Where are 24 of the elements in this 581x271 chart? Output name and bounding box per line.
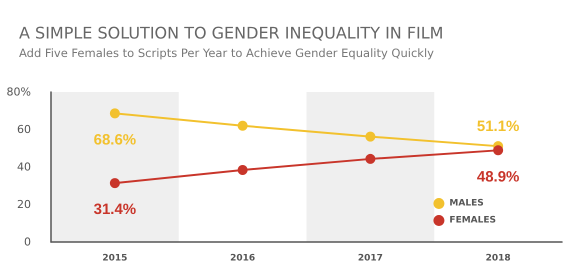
- x-tick-label: 2016: [230, 254, 256, 264]
- data-label: 68.6%: [94, 131, 136, 148]
- point: [365, 132, 376, 142]
- chart-title: A SIMPLE SOLUTION TO GENDER INEQUALITY IN FILM: [19, 24, 444, 42]
- chart-subtitle: Add Five Females to Scripts Per Year to Achieve Gender Equality Quickly: [19, 46, 434, 60]
- point: [493, 145, 504, 156]
- point: [365, 154, 376, 164]
- y-tick-label: 0: [24, 236, 31, 248]
- data-label: 31.4%: [94, 201, 136, 218]
- point: [110, 108, 120, 118]
- data-label: 51.1%: [476, 118, 520, 136]
- legend-label: MALES: [449, 198, 484, 208]
- y-tick-label: 20: [17, 198, 31, 211]
- y-tick-label: 60: [17, 123, 31, 136]
- point: [238, 165, 248, 175]
- y-tick-label: 80%: [6, 86, 31, 98]
- data-label: 48.9%: [476, 168, 520, 186]
- x-tick-label: 2018: [486, 254, 511, 264]
- legend-label: FEMALES: [449, 216, 496, 226]
- point: [110, 178, 120, 188]
- y-tick-label: 40: [17, 160, 31, 174]
- x-tick-label: 2015: [102, 254, 128, 264]
- point: [238, 120, 248, 131]
- x-tick-label: 2017: [358, 254, 383, 264]
